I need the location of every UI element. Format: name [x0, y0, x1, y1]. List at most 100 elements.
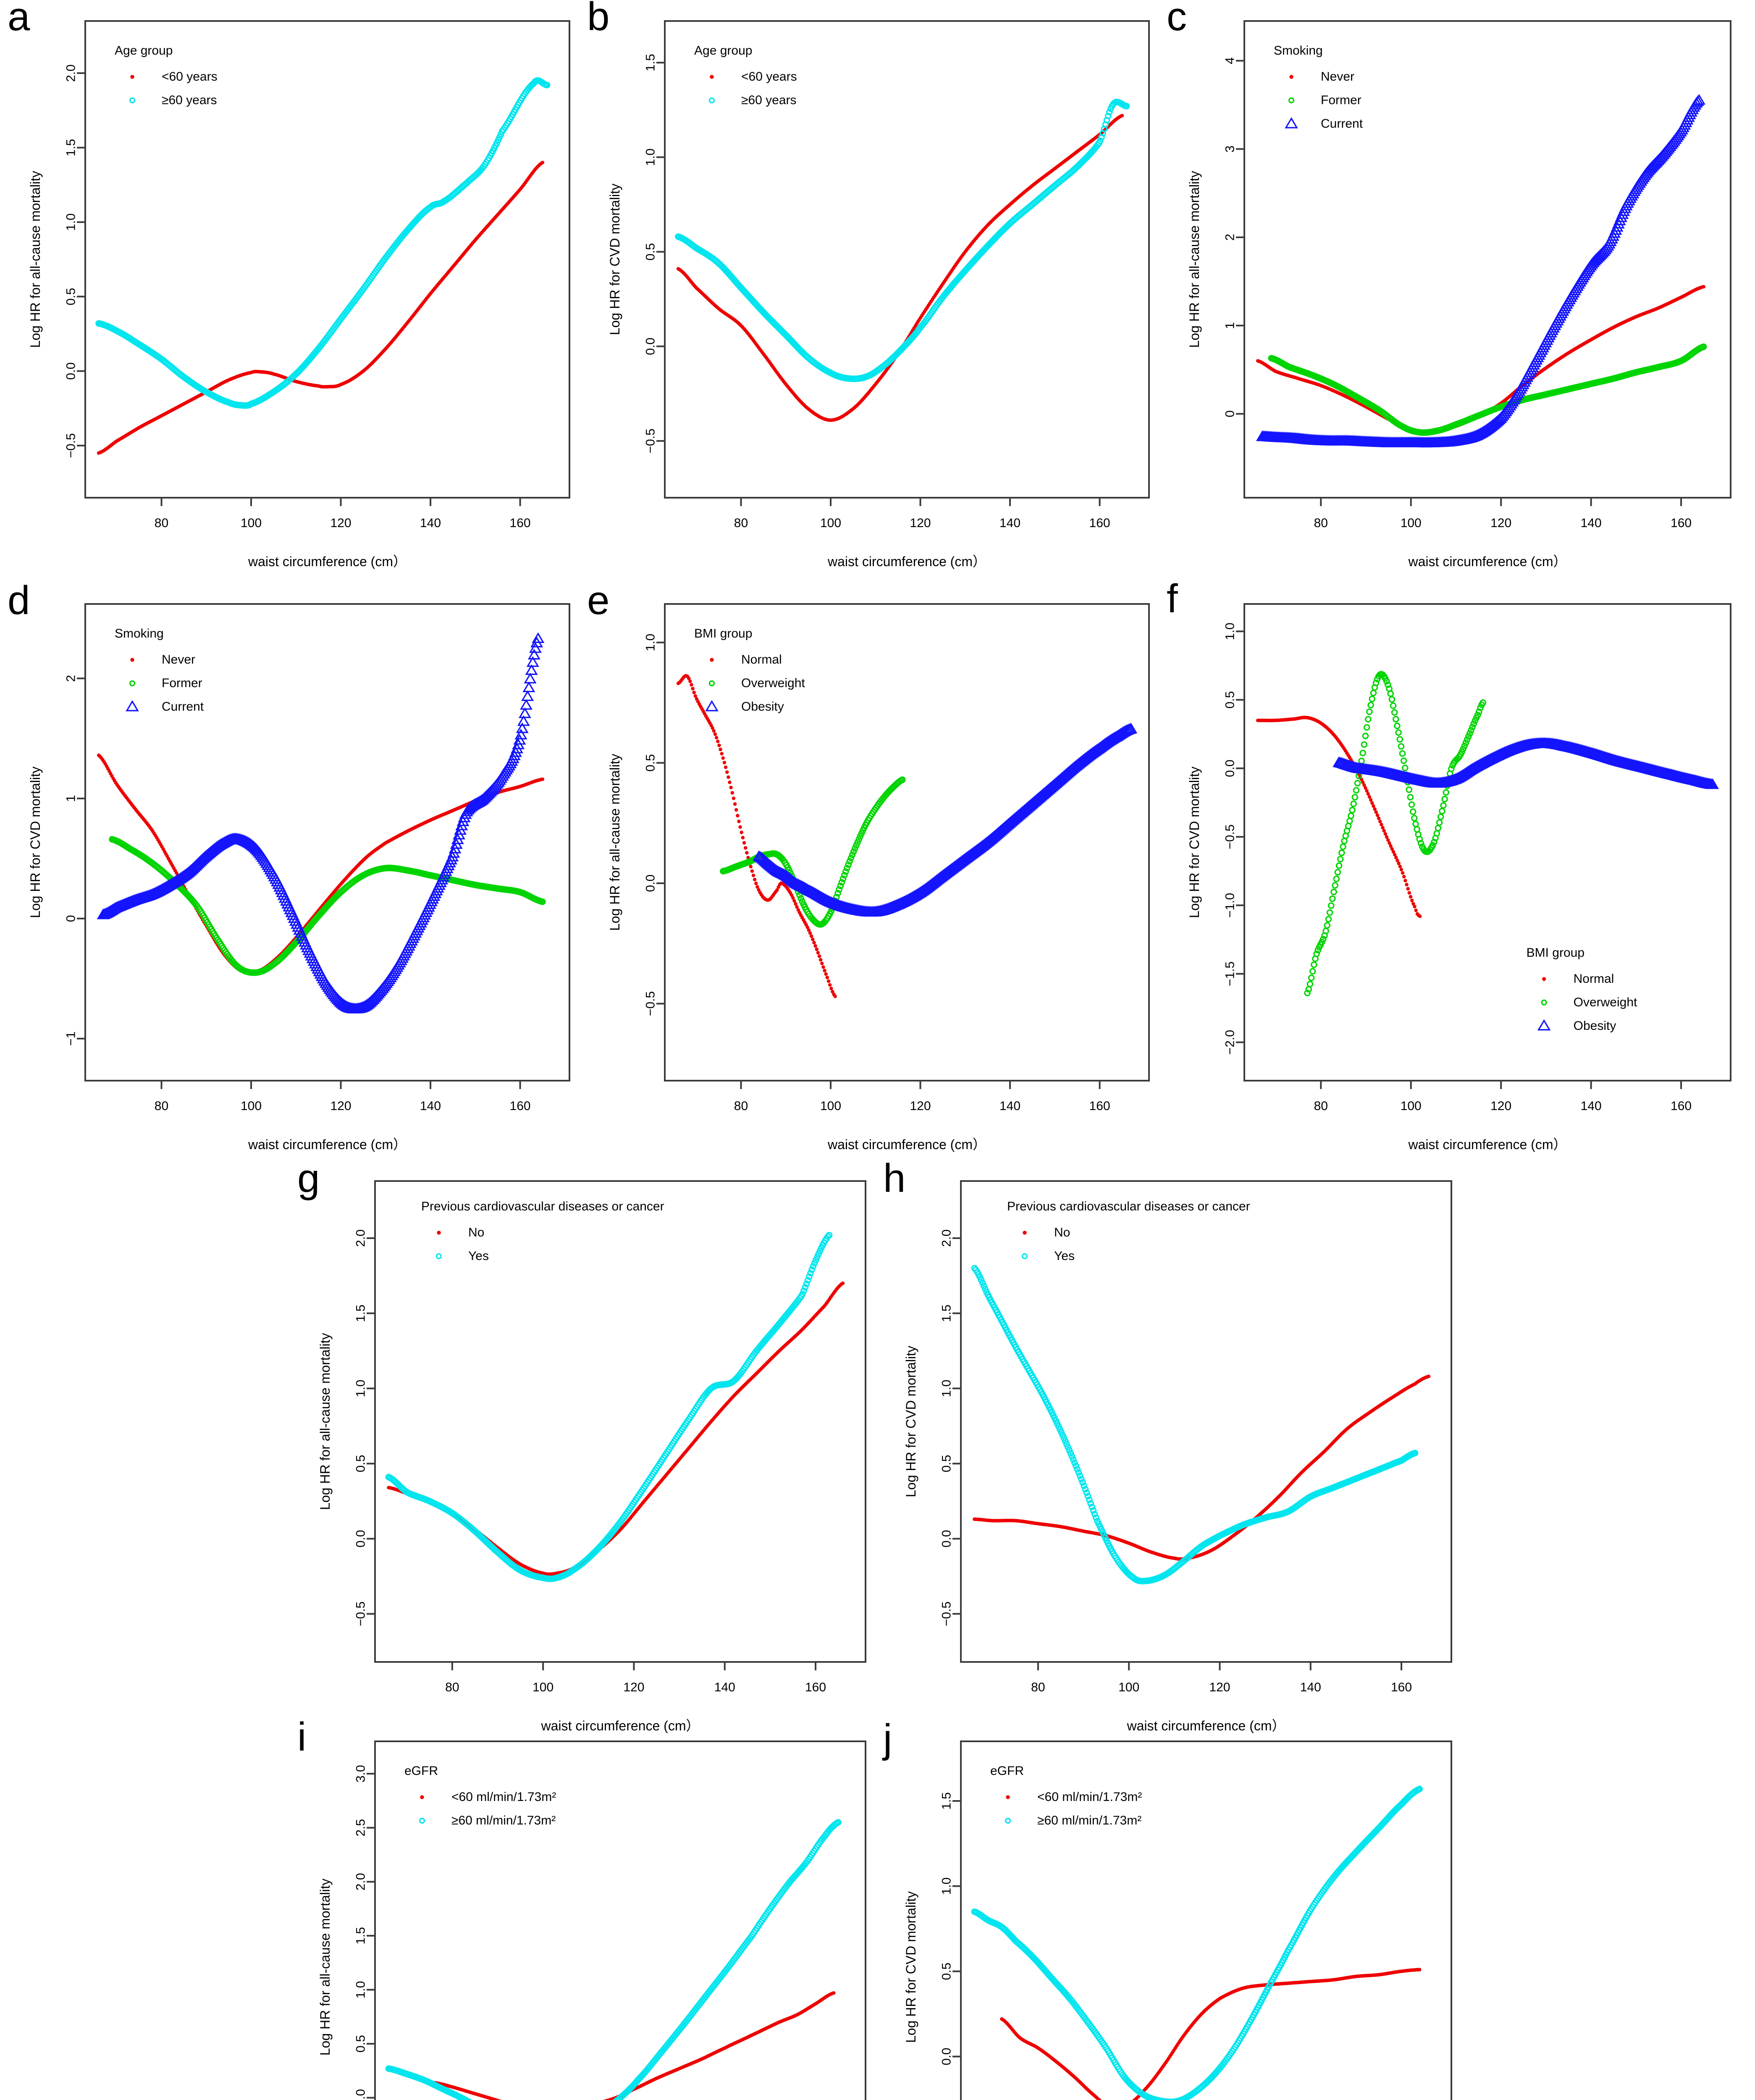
data-point	[792, 899, 796, 903]
data-point	[1120, 113, 1124, 118]
y-tick-label: 1.0	[354, 1380, 368, 1397]
data-point	[1443, 789, 1450, 796]
data-point	[745, 851, 749, 855]
data-point	[1399, 868, 1403, 872]
x-tick-label: 120	[910, 516, 931, 530]
data-point	[1411, 815, 1418, 822]
data-point	[1383, 678, 1390, 685]
series-1	[97, 160, 545, 455]
data-point	[1692, 94, 1705, 105]
x-tick-label: 80	[734, 1099, 748, 1113]
data-point	[1353, 787, 1360, 794]
panel-letter-f: f	[1167, 576, 1178, 621]
data-point	[821, 965, 825, 969]
y-tick-label: 0.5	[64, 288, 78, 305]
legend-item-label: Never	[162, 653, 195, 667]
data-point	[1394, 856, 1398, 859]
data-point	[729, 785, 733, 790]
x-tick-label: 80	[155, 1099, 168, 1113]
data-point	[1097, 137, 1104, 144]
data-point	[711, 726, 714, 730]
data-point	[740, 830, 743, 835]
y-axis-title: Log HR for CVD mortality	[28, 766, 43, 918]
x-tick-label: 120	[330, 516, 351, 530]
data-point	[1125, 722, 1138, 734]
y-tick-label: −0.5	[644, 428, 658, 453]
legend-title: Smoking	[1274, 44, 1323, 58]
data-point	[1437, 814, 1444, 820]
data-point	[710, 75, 714, 79]
data-point	[754, 882, 758, 885]
data-point	[1412, 821, 1419, 827]
legend-item-label: Former	[1321, 93, 1362, 107]
y-tick-label: −0.5	[354, 1601, 368, 1626]
data-point	[795, 905, 799, 909]
data-point	[693, 694, 698, 698]
x-tick-label: 120	[910, 1099, 931, 1113]
y-tick-label: 2.0	[354, 1229, 368, 1247]
data-point	[1413, 905, 1417, 908]
x-tick-label: 100	[1401, 516, 1422, 530]
series-3	[97, 632, 545, 1013]
data-point	[1465, 733, 1472, 740]
legend-item-label: Current	[1321, 117, 1363, 131]
data-point	[1385, 681, 1391, 688]
y-axis-title: Log HR for all-cause mortality	[607, 754, 622, 931]
data-point	[1311, 961, 1317, 968]
data-point	[1382, 829, 1386, 833]
y-tick-label: −0.5	[1223, 824, 1237, 849]
data-point	[526, 656, 539, 667]
legend-item-label: <60 years	[162, 70, 218, 84]
data-point	[1395, 729, 1402, 736]
data-point	[708, 680, 715, 687]
data-point	[734, 808, 738, 812]
data-point	[1541, 999, 1547, 1006]
data-point	[837, 882, 844, 890]
data-point	[816, 951, 820, 955]
data-point	[708, 97, 715, 104]
data-point	[1346, 818, 1353, 824]
y-tick-label: 1.0	[644, 634, 658, 651]
x-tick-label: 80	[1314, 1099, 1328, 1113]
data-point	[1385, 835, 1389, 839]
y-tick-label: 0	[64, 915, 78, 922]
data-point	[727, 775, 730, 779]
data-point	[1418, 914, 1422, 918]
data-point	[1400, 757, 1407, 764]
data-point	[695, 697, 699, 701]
data-point	[721, 756, 725, 760]
data-point	[1326, 909, 1333, 916]
data-point	[1396, 858, 1399, 862]
y-tick-label: 3	[1223, 145, 1237, 152]
legend: Age group<60 years≥60 years	[115, 44, 218, 107]
data-point	[527, 648, 540, 660]
data-point	[1325, 916, 1332, 923]
y-tick-label: −0.5	[64, 433, 78, 458]
series-2	[675, 98, 1130, 382]
data-point	[717, 743, 721, 747]
x-tick-label: 100	[241, 1099, 262, 1113]
data-point	[1337, 856, 1344, 863]
data-point	[743, 846, 748, 850]
data-point	[834, 890, 841, 897]
data-point	[825, 976, 829, 979]
x-tick-label: 160	[1089, 516, 1110, 530]
y-tick-label: −1.0	[1223, 893, 1237, 918]
data-point	[1098, 134, 1105, 141]
data-point	[1440, 802, 1447, 809]
data-point	[815, 948, 818, 951]
data-point	[1439, 808, 1445, 815]
data-point	[1306, 981, 1314, 987]
data-point	[736, 814, 740, 818]
y-tick-label: 0.5	[644, 243, 658, 261]
legend-item-label: ≥60 years	[741, 93, 797, 107]
legend: Age group<60 years≥60 years	[694, 44, 797, 107]
data-point	[1411, 902, 1415, 906]
y-tick-label: 0.0	[354, 1530, 368, 1548]
x-axis-title: waist circumference (cm）	[827, 554, 986, 569]
x-tick-label: 100	[820, 1099, 841, 1113]
data-point	[1380, 823, 1383, 827]
x-tick-label: 80	[1314, 516, 1328, 530]
data-point	[1341, 837, 1348, 845]
